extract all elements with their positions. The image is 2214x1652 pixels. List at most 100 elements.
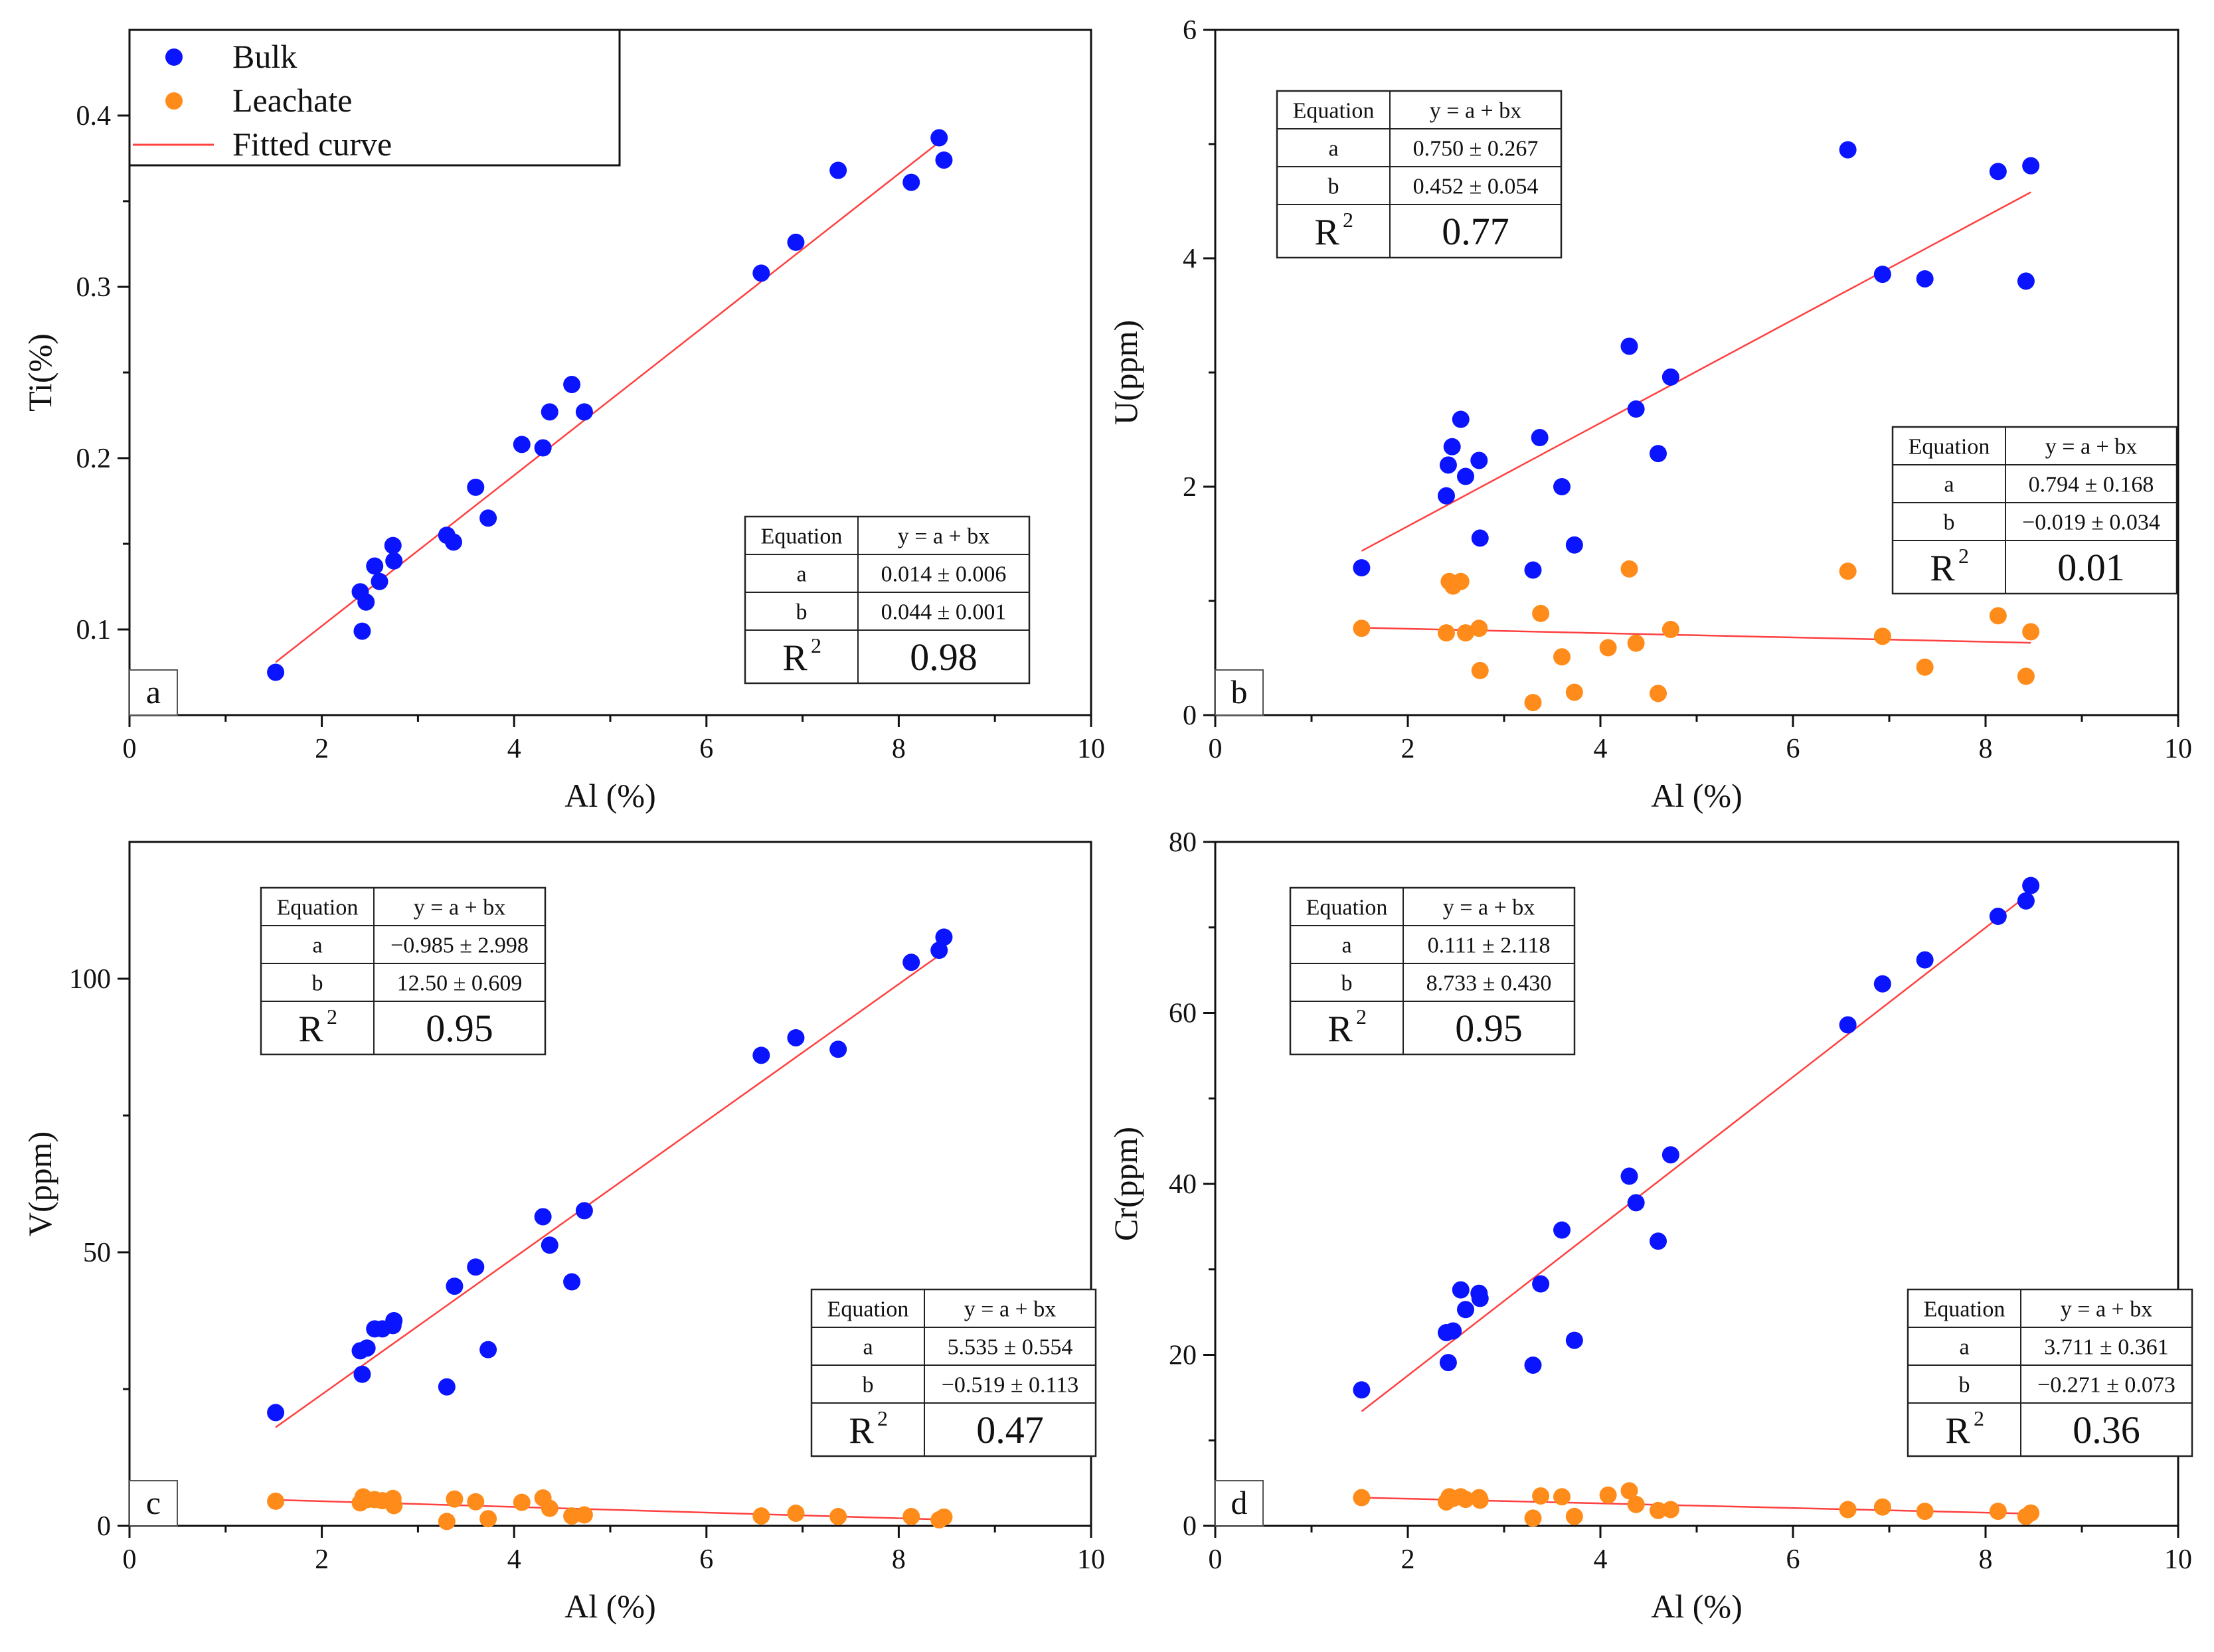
data-point-bulk xyxy=(935,928,953,946)
stats-cell-label: Equation xyxy=(1306,896,1388,920)
data-point-bulk xyxy=(267,663,285,681)
data-point-bulk xyxy=(1839,1016,1857,1034)
stats-table: Equation y = a + bx a 3.711 ± 0.361 b −0.271 … xyxy=(1907,1288,2193,1457)
data-point-leachate xyxy=(829,1507,847,1525)
stats-cell-label: a xyxy=(863,1335,873,1360)
data-point-leachate xyxy=(446,1490,464,1508)
stats-table-frame xyxy=(1891,426,2178,595)
stats-cell-value: −0.019 ± 0.034 xyxy=(2022,511,2160,535)
data-point-leachate xyxy=(438,1513,456,1530)
stats-cell-label: Equation xyxy=(827,1297,909,1322)
data-point-bulk xyxy=(1471,529,1489,547)
r-squared-value: 0.98 xyxy=(910,635,978,679)
stats-table-frame xyxy=(1907,1288,2193,1457)
r-squared-superscript: 2 xyxy=(811,633,821,657)
data-point-leachate xyxy=(1524,1509,1542,1527)
data-point-bulk xyxy=(446,1278,464,1295)
data-point-leachate xyxy=(1661,1501,1679,1519)
data-point-leachate xyxy=(1599,639,1617,657)
data-point-bulk xyxy=(1565,1331,1583,1349)
y-axis-title: U(ppm) xyxy=(1107,320,1144,425)
data-point-leachate xyxy=(1452,572,1470,590)
stats-table: Equation y = a + bx a 0.014 ± 0.006 b 0.044 ±… xyxy=(744,515,1031,685)
data-point-bulk xyxy=(1620,1167,1638,1185)
r-squared-value: 0.77 xyxy=(1442,210,1509,253)
data-point-bulk xyxy=(267,1404,285,1422)
data-point-bulk xyxy=(541,403,558,421)
y-axis-title: V(ppm) xyxy=(21,1131,58,1236)
x-tick-label: 0 xyxy=(123,734,137,764)
panel-label-box xyxy=(129,669,178,716)
data-point-bulk xyxy=(1353,1381,1371,1399)
series-leachate xyxy=(267,1488,953,1530)
data-point-leachate xyxy=(563,1507,581,1525)
data-point-bulk xyxy=(787,233,805,251)
data-point-leachate xyxy=(1620,1482,1638,1500)
data-point-bulk xyxy=(752,264,770,282)
data-point-bulk xyxy=(1661,368,1679,386)
stats-table: Equation y = a + bx a 0.750 ± 0.267 b 0.452 ±… xyxy=(1276,90,1563,259)
x-tick-label: 6 xyxy=(1786,1544,1800,1575)
panel-label: b xyxy=(1231,673,1248,710)
data-point-leachate xyxy=(1553,648,1571,666)
stats-cell-label: b xyxy=(1328,175,1339,199)
stats-table-frame xyxy=(810,1288,1097,1457)
data-point-leachate xyxy=(902,1507,920,1525)
r-squared-label: R xyxy=(782,637,808,679)
x-tick-label: 4 xyxy=(507,734,521,764)
data-point-bulk xyxy=(467,1258,485,1276)
data-point-bulk xyxy=(1989,908,2007,926)
data-point-leachate xyxy=(385,1497,403,1515)
data-point-bulk xyxy=(1839,141,1857,159)
stats-cell-value: y = a + bx xyxy=(414,896,505,920)
y-tick-label: 0.3 xyxy=(76,272,112,303)
stats-cell-value: −0.985 ± 2.998 xyxy=(390,934,529,958)
panel-label-box xyxy=(1215,669,1264,716)
data-point-bulk xyxy=(1438,487,1455,505)
x-tick-label: 10 xyxy=(2164,1544,2192,1575)
data-point-leachate xyxy=(935,1508,953,1526)
data-point-bulk xyxy=(1650,445,1667,463)
stats-cell-value: −0.519 ± 0.113 xyxy=(942,1373,1079,1398)
data-point-leachate xyxy=(1650,1501,1667,1519)
data-point-bulk xyxy=(2017,272,2035,290)
x-axis-title: Al (%) xyxy=(1651,1588,1742,1625)
stats-table-frame xyxy=(260,886,547,1056)
data-point-bulk xyxy=(1661,1146,1679,1164)
data-point-bulk xyxy=(1471,1289,1489,1307)
r-squared-superscript: 2 xyxy=(1958,544,1969,568)
stats-cell-label: a xyxy=(1959,1335,1969,1360)
x-tick-label: 10 xyxy=(1077,734,1105,764)
data-point-bulk xyxy=(1457,1301,1474,1319)
stats-cell-label: b xyxy=(1959,1373,1970,1398)
data-point-bulk xyxy=(752,1046,770,1064)
data-point-bulk xyxy=(1650,1232,1667,1250)
data-point-bulk xyxy=(479,509,497,527)
x-tick-label: 0 xyxy=(1209,734,1223,764)
x-tick-label: 6 xyxy=(699,1544,713,1575)
data-point-leachate xyxy=(2022,1504,2040,1522)
data-point-bulk xyxy=(1553,478,1571,495)
stats-cell-label: a xyxy=(796,562,806,587)
data-point-bulk xyxy=(541,1236,558,1254)
y-axis-title: Ti(%) xyxy=(21,333,58,412)
stats-cell-label: b xyxy=(312,971,323,996)
data-point-bulk xyxy=(353,1365,371,1383)
series-bulk xyxy=(267,129,953,681)
data-point-bulk xyxy=(1916,951,1934,969)
legend-frame xyxy=(128,29,621,167)
stats-cell-label: Equation xyxy=(1909,435,1990,459)
stats-cell-label: a xyxy=(1328,137,1338,161)
data-point-leachate xyxy=(1553,1488,1571,1506)
stats-table: Equation y = a + bx a 0.794 ± 0.168 b −0.019 … xyxy=(1891,426,2178,595)
data-point-bulk xyxy=(1353,559,1371,577)
series-bulk xyxy=(1353,141,2040,579)
r-squared-value: 0.95 xyxy=(1455,1007,1523,1050)
stats-cell-label: a xyxy=(1944,473,1954,497)
stats-cell-value: 0.014 ± 0.006 xyxy=(881,562,1007,587)
x-axis-title: Al (%) xyxy=(564,777,655,814)
panel-label: a xyxy=(146,673,161,710)
x-tick-label: 2 xyxy=(315,734,329,764)
